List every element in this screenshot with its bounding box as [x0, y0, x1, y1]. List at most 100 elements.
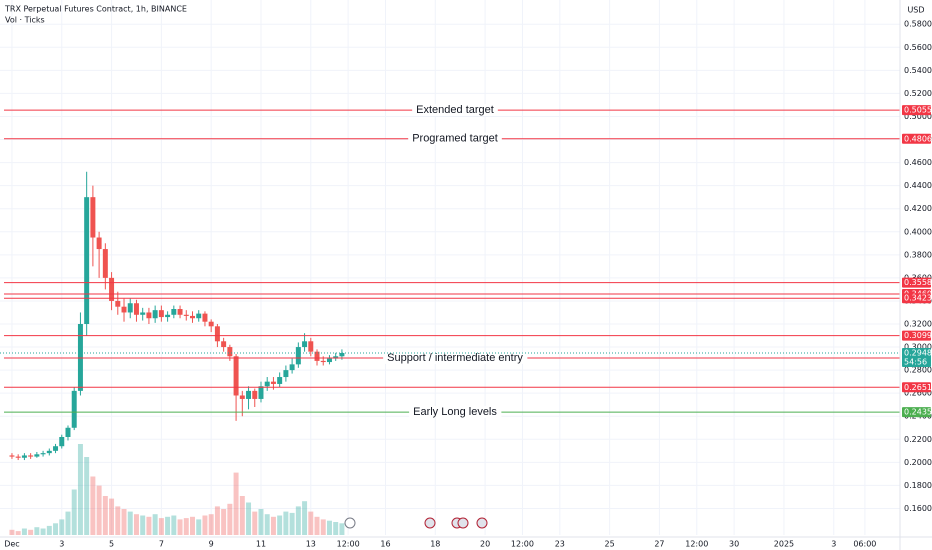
volume-bar — [127, 511, 133, 535]
volume-bar — [270, 516, 276, 535]
volume-bar — [239, 496, 245, 535]
volume-bar — [40, 528, 46, 535]
level-text: Support / intermediate entry — [387, 352, 523, 364]
volume-bar — [314, 516, 320, 535]
candle-body — [183, 314, 189, 316]
candle-body — [152, 310, 158, 319]
volume-pane — [9, 444, 345, 535]
candle-body — [28, 455, 34, 457]
volume-bar — [34, 527, 40, 535]
volume-bar — [190, 516, 195, 535]
volume-bar — [177, 519, 183, 535]
event-icon[interactable] — [457, 517, 469, 529]
volume-bar — [96, 485, 102, 535]
x-tick-label: 30 — [729, 540, 739, 549]
volume-bar — [165, 516, 171, 535]
volume-bar — [102, 496, 108, 535]
candle-body — [109, 277, 115, 301]
candle-body — [65, 427, 71, 437]
candle-body — [314, 351, 320, 361]
price-tag — [902, 133, 931, 144]
candle-body — [15, 456, 21, 458]
volume-bar — [71, 489, 77, 535]
x-tick-label: 16 — [380, 540, 390, 549]
volume-bar — [158, 518, 164, 535]
volume-bar — [302, 501, 308, 535]
x-tick-label: 12:00 — [511, 540, 534, 549]
volume-bar — [15, 531, 21, 535]
volume-bar — [214, 506, 220, 535]
candle-body — [115, 300, 121, 307]
candle-body — [158, 310, 164, 318]
candle-body — [339, 352, 345, 357]
candle-body — [302, 341, 308, 348]
volume-bar — [277, 515, 283, 535]
axes: 0.160000.180000.200000.220000.240000.260… — [4, 20, 932, 549]
price-tag-label: 0.34237 — [904, 294, 932, 303]
candle-body — [46, 450, 52, 454]
subtitle: Vol · Ticks — [5, 16, 45, 25]
volume-bar — [333, 522, 339, 535]
price-tag — [902, 330, 931, 341]
x-tick-label: 13 — [306, 540, 316, 549]
candle-body — [214, 326, 220, 342]
candle-body — [140, 312, 146, 315]
volume-bar — [183, 518, 189, 535]
y-tick-label: 0.58000 — [904, 20, 932, 29]
candle-body — [308, 341, 314, 352]
volume-bar — [258, 509, 264, 535]
candle-body — [59, 436, 65, 447]
x-tick-label: 9 — [209, 540, 214, 549]
volume-bar — [339, 523, 345, 535]
level-text: Extended target — [416, 104, 494, 116]
candle-body — [196, 313, 202, 319]
volume-bar — [84, 457, 90, 535]
volume-bar — [140, 515, 146, 535]
candles — [9, 171, 345, 461]
currency: USD — [907, 6, 924, 15]
event-icon[interactable] — [424, 517, 436, 529]
countdown: 54:56 — [904, 357, 927, 366]
last-price-label: 0.29486 — [904, 348, 932, 357]
volume-bar — [308, 511, 314, 535]
candle-body — [9, 455, 15, 457]
volume-bar — [246, 502, 252, 535]
levels: Extended target Programed target Support /… — [0, 104, 900, 419]
price-tag-label: 0.30996 — [904, 331, 932, 340]
candle-body — [127, 303, 133, 313]
x-tick-label: 11 — [256, 540, 266, 549]
volume-bar — [326, 520, 332, 535]
price-tag-label: 0.35588 — [904, 278, 932, 287]
x-tick-label: 3 — [59, 540, 64, 549]
event-icon[interactable] — [476, 517, 488, 529]
event-icon[interactable] — [344, 517, 356, 529]
x-tick-label: 27 — [654, 540, 664, 549]
volume-bar — [171, 515, 177, 535]
price-tag — [902, 382, 931, 393]
volume-bar — [283, 511, 289, 535]
candle-body — [326, 358, 332, 363]
volume-bar — [9, 529, 15, 535]
candle-body — [90, 197, 96, 238]
x-tick-label: 3 — [831, 540, 836, 549]
candle-body — [227, 347, 233, 357]
volume-bar — [109, 498, 115, 535]
level-text-bg — [409, 406, 502, 419]
price-tag — [902, 277, 931, 288]
level-text: Early Long levels — [413, 406, 497, 418]
chart-title: TRX Perpetual Futures Contract, 1h, BINA… — [4, 5, 187, 14]
